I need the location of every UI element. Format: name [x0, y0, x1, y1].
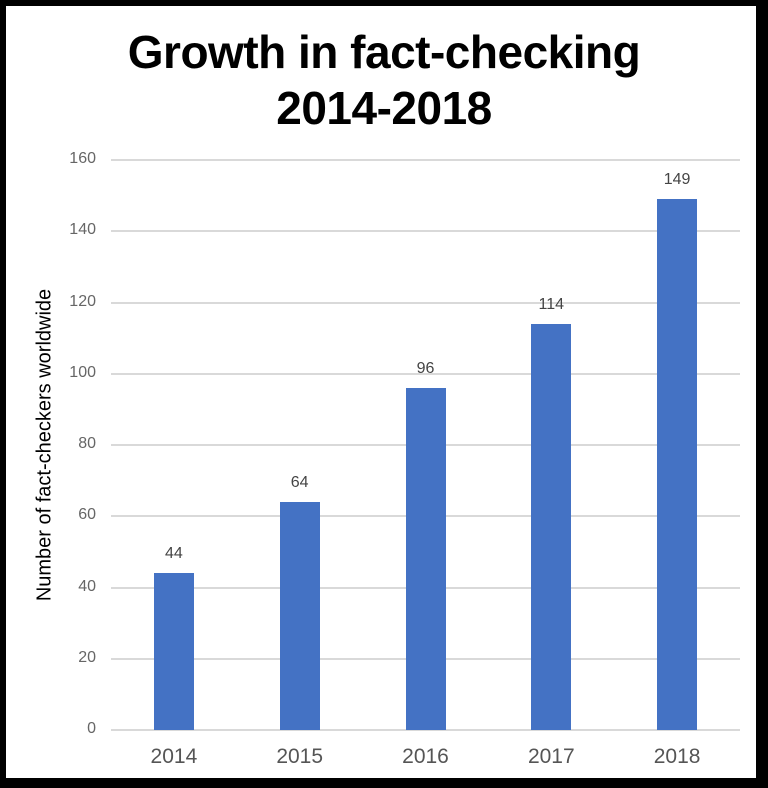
chart-title-line-2: 2014-2018 [276, 82, 492, 134]
y-tick-label: 160 [69, 150, 96, 167]
y-tick-label: 40 [78, 577, 96, 595]
bar-2015 [279, 502, 320, 730]
data-label: 44 [164, 545, 183, 563]
gridline [111, 230, 740, 233]
bar-2014 [153, 573, 194, 730]
bar-2018 [657, 199, 698, 730]
x-tick-label: 2015 [276, 745, 324, 768]
y-tick-label: 80 [78, 435, 96, 452]
y-tick-label: 0 [87, 720, 96, 737]
x-tick-label: 2016 [402, 745, 449, 768]
gridline [111, 159, 740, 161]
y-tick-label: 60 [78, 506, 96, 524]
plot-area: 44 64 96 114 149 [111, 159, 740, 731]
data-label: 96 [416, 360, 435, 377]
gridline [111, 729, 740, 731]
data-label: 64 [290, 474, 309, 491]
x-tick-label: 2017 [527, 745, 575, 768]
data-label: 114 [538, 295, 565, 313]
data-label: 149 [663, 171, 691, 189]
chart-title: Growth in fact-checking 2014-2018 [0, 24, 768, 136]
gridline [111, 372, 740, 375]
y-tick-label: 120 [69, 292, 96, 310]
bar-2016 [405, 388, 446, 730]
y-tick-label: 100 [69, 363, 96, 381]
bar-2017 [531, 323, 572, 730]
chart-title-line-1: Growth in fact-checking [127, 26, 641, 78]
gridline [111, 301, 740, 304]
x-tick-label: 2014 [150, 745, 198, 768]
y-tick-label: 20 [78, 648, 96, 666]
chart-frame [6, 6, 756, 778]
y-tick-label: 140 [69, 221, 96, 239]
x-tick-label: 2018 [653, 745, 701, 768]
